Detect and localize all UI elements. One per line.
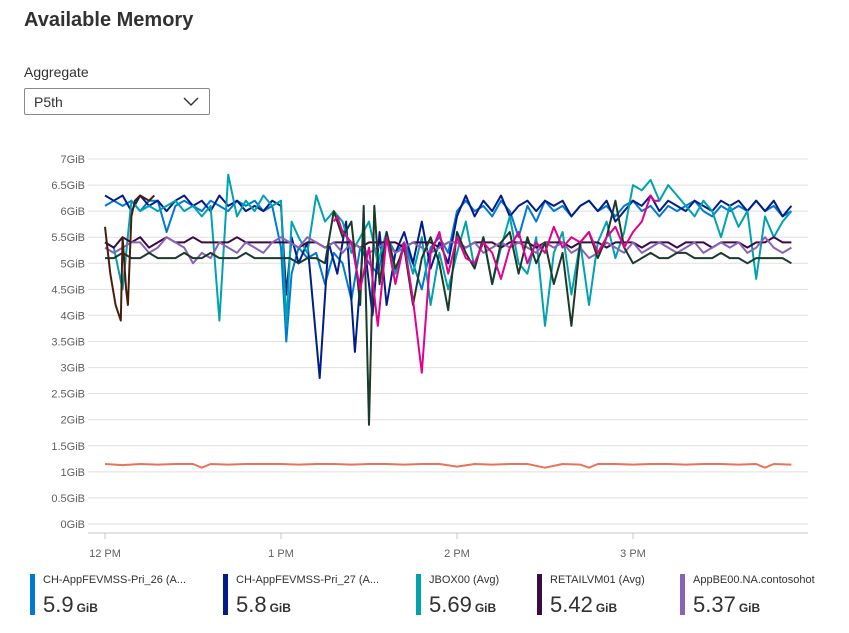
legend-series-name: RETAILVM01 (Avg) xyxy=(550,574,645,586)
chart-legend: CH-AppFEVMSS-Pri_26 (A... 5.9 GiB CH-AppF… xyxy=(30,572,845,622)
legend-series-value: 5.8 GiB xyxy=(236,592,291,617)
x-tick-label: 1 PM xyxy=(268,548,294,560)
chevron-down-icon xyxy=(183,97,199,106)
x-axis-ticks: 12 PM 1 PM 2 PM 3 PM xyxy=(89,533,646,560)
legend-color-swatch xyxy=(223,574,228,615)
y-axis-ticks: 0GiB 0.5GiB 1GiB 1.5GiB 2GiB 2.5GiB 3GiB 3.5GiB… xyxy=(51,154,85,531)
series-line xyxy=(104,194,156,322)
legend-color-swatch xyxy=(537,574,542,615)
y-tick-label: 2GiB xyxy=(61,415,85,427)
x-tick-label: 2 PM xyxy=(444,548,470,560)
y-tick-label: 5.5GiB xyxy=(51,232,85,244)
series-line xyxy=(104,463,792,469)
y-tick-label: 6GiB xyxy=(61,206,85,218)
chart-grid xyxy=(88,158,808,534)
aggregate-dropdown[interactable]: P5th xyxy=(24,88,210,115)
legend-color-swatch xyxy=(416,574,421,615)
legend-series-name: AppBE00.NA.contosohot xyxy=(693,574,815,586)
y-tick-label: 2.5GiB xyxy=(51,389,85,401)
memory-line-chart: 0GiB 0.5GiB 1GiB 1.5GiB 2GiB 2.5GiB 3GiB 3.5GiB… xyxy=(51,154,808,560)
aggregate-selected-value: P5th xyxy=(34,94,63,110)
legend-series-name: JBOX00 (Avg) xyxy=(429,574,500,586)
y-tick-label: 7GiB xyxy=(61,154,85,166)
legend-series-value: 5.9 GiB xyxy=(43,592,98,617)
legend-series-name: CH-AppFEVMSS-Pri_27 (A... xyxy=(236,574,380,586)
series-line xyxy=(105,199,792,426)
x-tick-label: 3 PM xyxy=(620,548,646,560)
legend-series-value: 5.69 GiB xyxy=(429,592,497,617)
y-tick-label: 1.5GiB xyxy=(51,441,85,453)
y-tick-label: 0.5GiB xyxy=(51,493,85,505)
y-tick-label: 0GiB xyxy=(61,519,85,531)
y-tick-label: 6.5GiB xyxy=(51,180,85,192)
y-tick-label: 4.5GiB xyxy=(51,284,85,296)
aggregate-label: Aggregate xyxy=(24,64,89,80)
y-tick-label: 5GiB xyxy=(61,258,85,270)
legend-color-swatch xyxy=(680,574,685,615)
y-tick-label: 4GiB xyxy=(61,310,85,322)
series-line xyxy=(332,194,660,374)
x-tick-label: 12 PM xyxy=(89,548,121,560)
y-tick-label: 1GiB xyxy=(61,467,85,479)
legend-series-value: 5.42 GiB xyxy=(550,592,618,617)
y-tick-label: 3.5GiB xyxy=(51,337,85,349)
series-lines xyxy=(104,173,793,469)
legend-color-swatch xyxy=(30,574,35,615)
legend-series-value: 5.37 GiB xyxy=(693,592,761,617)
legend-series-name: CH-AppFEVMSS-Pri_26 (A... xyxy=(43,574,187,586)
y-tick-label: 3GiB xyxy=(61,363,85,375)
series-line xyxy=(104,173,793,327)
page-title: Available Memory xyxy=(24,9,194,31)
